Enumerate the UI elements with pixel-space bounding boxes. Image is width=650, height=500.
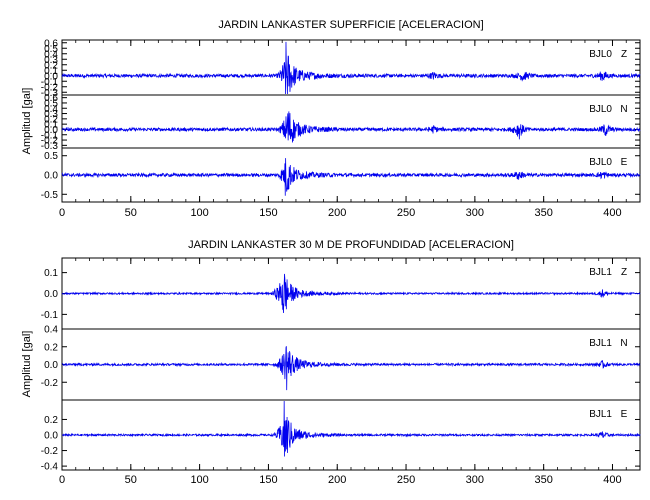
seismogram-trace (61, 400, 641, 457)
x-tick-label: 300 (466, 474, 484, 486)
y-tick-label: 0.1 (44, 268, 58, 279)
station-label: BJL0 (589, 104, 612, 115)
y-tick-label: -0.3 (41, 141, 59, 152)
x-tick-label: 150 (259, 207, 277, 219)
y-tick-label: 0.2 (44, 342, 58, 353)
y-tick-label: -0.4 (41, 462, 59, 473)
x-tick-label: 350 (534, 207, 552, 219)
y-tick-label: -0.1 (41, 130, 59, 141)
x-tick-label: 300 (466, 207, 484, 219)
station-label: BJL1 (589, 267, 612, 278)
y-tick-label: 0.2 (44, 415, 58, 426)
y-tick-label: -0.3 (41, 88, 59, 99)
y-axis-label: Amplitud [gal] (21, 331, 33, 398)
component-label: Z (621, 267, 627, 278)
y-tick-label: 0.0 (44, 289, 58, 300)
y-tick-label: 0.2 (44, 60, 58, 71)
x-tick-label: 350 (534, 474, 552, 486)
x-tick-label: 400 (603, 474, 621, 486)
panel-frame (61, 39, 641, 96)
y-tick-label: 0.5 (44, 151, 58, 162)
y-tick-label: 0.1 (44, 120, 58, 131)
component-label: Z (621, 49, 627, 60)
y-tick-label: 0.0 (44, 360, 58, 371)
component-label: E (621, 409, 628, 420)
chart-title: JARDIN LANKASTER 30 M DE PROFUNDIDAD [AC… (188, 239, 514, 251)
x-tick-label: 0 (59, 207, 65, 219)
y-axis-label: Amplitud [gal] (21, 88, 33, 155)
seismogram-trace (61, 273, 641, 314)
y-tick-label: 0.3 (44, 55, 58, 66)
station-label: BJL0 (589, 157, 612, 168)
deep-seismogram-group: JARDIN LANKASTER 30 M DE PROFUNDIDAD [AC… (21, 239, 641, 486)
station-label: BJL0 (589, 49, 612, 60)
y-tick-label: 0.2 (44, 114, 58, 125)
x-tick-label: 150 (259, 474, 277, 486)
x-tick-label: 100 (190, 207, 208, 219)
y-tick-label: 0.3 (44, 109, 58, 120)
y-tick-label: 0.0 (44, 125, 58, 136)
x-tick-label: 400 (603, 207, 621, 219)
y-tick-label: 0.0 (44, 71, 58, 82)
y-tick-label: 0.0 (44, 171, 58, 182)
y-tick-label: 0.4 (44, 104, 58, 115)
y-tick-label: 0.4 (44, 49, 58, 60)
y-tick-label: -0.1 (41, 77, 59, 88)
component-label: N (620, 104, 627, 115)
surface-seismogram-group: JARDIN LANKASTER SUPERFICIE [ACELERACION… (21, 19, 641, 219)
y-tick-label: -0.2 (41, 136, 59, 147)
station-label: BJL1 (589, 409, 612, 420)
y-tick-label: -0.2 (41, 82, 59, 93)
panel-frame (61, 94, 641, 149)
y-tick-label: 0.5 (44, 98, 58, 109)
component-label: E (621, 157, 628, 168)
station-label: BJL1 (589, 338, 612, 349)
x-tick-label: 200 (328, 207, 346, 219)
y-tick-label: 0.6 (44, 38, 58, 49)
y-tick-label: -0.2 (41, 446, 59, 457)
y-tick-label: 0.1 (44, 66, 58, 77)
y-tick-label: 0.5 (44, 44, 58, 55)
seismogram-trace (61, 346, 641, 391)
seismogram-trace (61, 111, 641, 143)
y-tick-label: 0.6 (44, 93, 58, 104)
x-tick-label: 200 (328, 474, 346, 486)
y-tick-label: -0.2 (41, 378, 59, 389)
y-tick-label: -0.5 (41, 190, 59, 201)
x-tick-label: 100 (190, 474, 208, 486)
x-tick-label: 250 (397, 474, 415, 486)
y-tick-label: -0.1 (41, 310, 59, 321)
chart-title: JARDIN LANKASTER SUPERFICIE [ACELERACION… (218, 19, 483, 31)
y-tick-label: 0.0 (44, 431, 58, 442)
seismogram-trace (61, 158, 641, 196)
x-tick-label: 50 (125, 474, 137, 486)
seismogram-trace (61, 41, 641, 95)
component-label: N (620, 338, 627, 349)
y-tick-label: 0.4 (44, 325, 58, 336)
x-tick-label: 0 (59, 474, 65, 486)
x-tick-label: 250 (397, 207, 415, 219)
x-tick-label: 50 (125, 207, 137, 219)
